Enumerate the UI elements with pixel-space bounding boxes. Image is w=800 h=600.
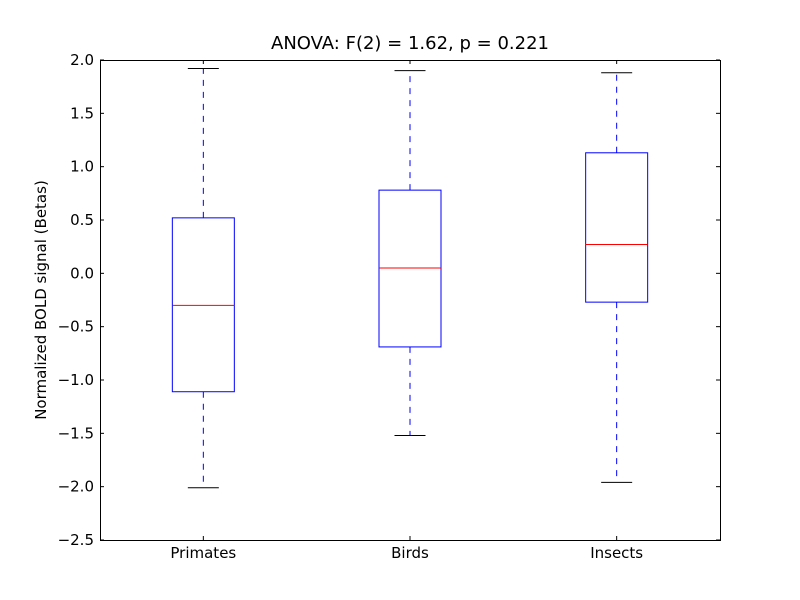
y-tick-label: 0.0 [70,264,94,282]
y-tick-label: −2.0 [58,478,94,496]
box-insects [585,152,649,303]
y-tick-label: 0.5 [70,211,94,229]
chart-title: ANOVA: F(2) = 1.62, p = 0.221 [271,33,549,54]
box-birds [378,189,442,348]
plot-frame [100,60,721,541]
x-tick-label: Birds [391,544,429,562]
y-tick-label: 2.0 [70,51,94,69]
x-tick-label: Insects [590,544,643,562]
y-tick-label: 1.5 [70,104,94,122]
y-axis-label: Normalized BOLD signal (Betas) [32,180,50,420]
box-primates [171,217,235,393]
y-tick-label: −2.5 [58,531,94,549]
x-tick-label: Primates [170,544,236,562]
y-tick-label: 1.0 [70,158,94,176]
y-tick-label: −0.5 [58,318,94,336]
y-tick-label: −1.0 [58,371,94,389]
y-tick-label: −1.5 [58,424,94,442]
